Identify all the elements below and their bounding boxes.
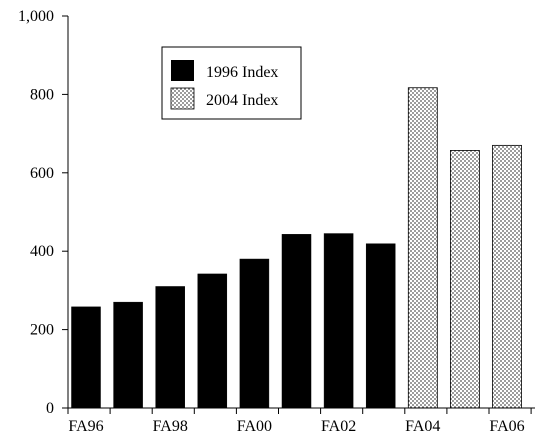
bar-1996-index-fa96 bbox=[71, 306, 101, 409]
x-tick-label: FA96 bbox=[68, 418, 103, 435]
y-tick-label: 800 bbox=[30, 86, 54, 103]
x-tick-label: FA98 bbox=[153, 418, 188, 435]
y-tick-label: 1,000 bbox=[18, 8, 54, 25]
bar-1996-index-fa02 bbox=[323, 233, 354, 409]
bar-1996-index-fa97 bbox=[113, 301, 143, 409]
legend-swatch-1996-index bbox=[171, 60, 194, 81]
y-tick-label: 600 bbox=[30, 165, 54, 182]
bar-1996-index-fa03 bbox=[365, 243, 396, 409]
bar-2004-index-fa05 bbox=[449, 150, 480, 409]
bar-1996-index-fa98 bbox=[155, 286, 185, 409]
legend: 1996 Index 2004 Index bbox=[161, 46, 302, 120]
legend-swatch-2004-index bbox=[170, 87, 195, 110]
axes-layer bbox=[67, 16, 535, 409]
bar-1996-index-fa01 bbox=[281, 234, 312, 409]
y-tick-label: 400 bbox=[30, 243, 54, 260]
ticks-layer: 0 200 400 600 800 1,000 FA96 FA98 FA00 FA02 FA04 FA… bbox=[18, 8, 532, 435]
legend-label-1996-index: 1996 Index bbox=[206, 64, 278, 81]
legend-label-2004-index: 2004 Index bbox=[206, 92, 278, 109]
bar-2004-index-fa04 bbox=[407, 87, 438, 409]
x-tick-label: FA02 bbox=[321, 418, 356, 435]
x-tick-label: FA06 bbox=[489, 418, 524, 435]
y-tick-label: 0 bbox=[46, 400, 54, 417]
x-tick-label: FA00 bbox=[237, 418, 272, 435]
bar-2004-index-fa06 bbox=[492, 144, 522, 409]
x-tick-label: FA04 bbox=[405, 418, 440, 435]
bars-layer bbox=[71, 87, 522, 409]
bar-1996-index-fa99 bbox=[197, 273, 228, 409]
bar-1996-index-fa00 bbox=[239, 258, 270, 409]
y-tick-label: 200 bbox=[30, 322, 54, 339]
